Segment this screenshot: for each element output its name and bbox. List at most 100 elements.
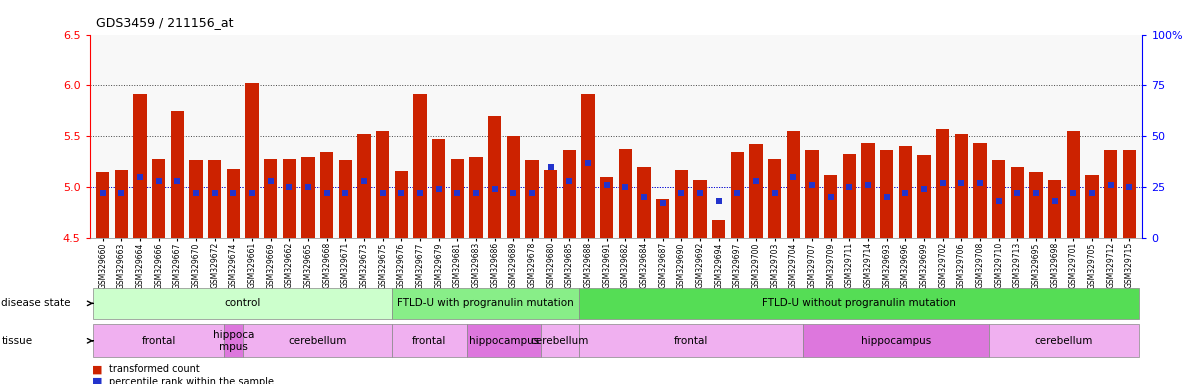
Point [130, 174, 149, 180]
Point [93, 190, 112, 196]
Bar [637, 167, 651, 238]
Point [914, 186, 933, 192]
Point [858, 182, 877, 188]
Bar [918, 155, 931, 238]
Bar [656, 199, 669, 238]
Bar [152, 159, 165, 238]
Point [598, 182, 617, 188]
Point [840, 184, 859, 190]
Bar [283, 159, 296, 238]
Point [149, 178, 168, 184]
Point [112, 190, 131, 196]
Bar [392, 288, 578, 319]
Bar [451, 159, 464, 238]
Bar [470, 157, 483, 238]
Bar [134, 94, 147, 238]
Bar [488, 116, 502, 238]
Bar [208, 160, 221, 238]
Point [877, 194, 896, 200]
Bar [376, 131, 390, 238]
Point [691, 190, 710, 196]
Point [747, 178, 766, 184]
Text: ■: ■ [92, 377, 103, 384]
Bar [264, 159, 277, 238]
Point [243, 190, 262, 196]
Bar [93, 288, 392, 319]
Point [1064, 190, 1083, 196]
Bar [880, 149, 894, 238]
Bar [96, 172, 110, 238]
Point [1007, 190, 1027, 196]
Point [429, 186, 448, 192]
Bar [392, 324, 467, 357]
Bar [245, 83, 259, 238]
Text: FTLD-U without progranulin mutation: FTLD-U without progranulin mutation [761, 298, 956, 308]
Bar [243, 324, 392, 357]
Point [765, 190, 784, 196]
Point [1101, 182, 1120, 188]
Bar [578, 288, 1139, 319]
Point [466, 190, 485, 196]
Text: frontal: frontal [141, 336, 176, 346]
Text: hippocampus: hippocampus [860, 336, 931, 346]
Text: hippocampus: hippocampus [468, 336, 539, 346]
Point [299, 184, 318, 190]
Text: ■: ■ [92, 364, 103, 374]
Bar [563, 149, 576, 238]
Text: percentile rank within the sample: percentile rank within the sample [109, 377, 274, 384]
Text: GDS3459 / 211156_at: GDS3459 / 211156_at [96, 16, 233, 29]
Bar [1067, 131, 1080, 238]
Bar [712, 220, 725, 238]
Point [1027, 190, 1046, 196]
Point [317, 190, 336, 196]
Point [485, 186, 504, 192]
Point [392, 190, 411, 196]
Point [410, 190, 429, 196]
Bar [301, 157, 314, 238]
Point [167, 178, 186, 184]
Point [504, 190, 523, 196]
Text: control: control [225, 298, 261, 308]
Point [373, 190, 392, 196]
Bar [171, 111, 184, 238]
Point [206, 190, 225, 196]
Bar [431, 139, 446, 238]
Text: frontal: frontal [674, 336, 707, 346]
Point [970, 180, 989, 186]
Bar [1048, 180, 1061, 238]
Point [336, 190, 355, 196]
Bar [862, 144, 875, 238]
Bar [730, 152, 744, 238]
Bar [227, 169, 240, 238]
Bar [842, 154, 856, 238]
Bar [507, 136, 520, 238]
Point [933, 180, 952, 186]
Point [951, 180, 970, 186]
Bar [973, 144, 987, 238]
Point [615, 184, 635, 190]
Point [709, 199, 728, 205]
Point [989, 199, 1009, 205]
Point [355, 178, 374, 184]
Point [541, 164, 560, 170]
Point [654, 200, 673, 207]
Bar [93, 324, 223, 357]
Text: FTLD-U with progranulin mutation: FTLD-U with progranulin mutation [397, 298, 574, 308]
Point [821, 194, 840, 200]
Point [784, 174, 803, 180]
Point [522, 190, 541, 196]
Point [803, 182, 822, 188]
Point [578, 160, 598, 166]
Bar [955, 134, 968, 238]
Bar [989, 324, 1139, 357]
Bar [526, 160, 539, 238]
Bar [936, 129, 949, 238]
Point [1083, 190, 1102, 196]
Bar [223, 324, 243, 357]
Bar [467, 324, 541, 357]
Text: tissue: tissue [1, 336, 32, 346]
Point [280, 184, 299, 190]
Bar [189, 160, 203, 238]
Bar [357, 134, 370, 238]
Bar [600, 177, 613, 238]
